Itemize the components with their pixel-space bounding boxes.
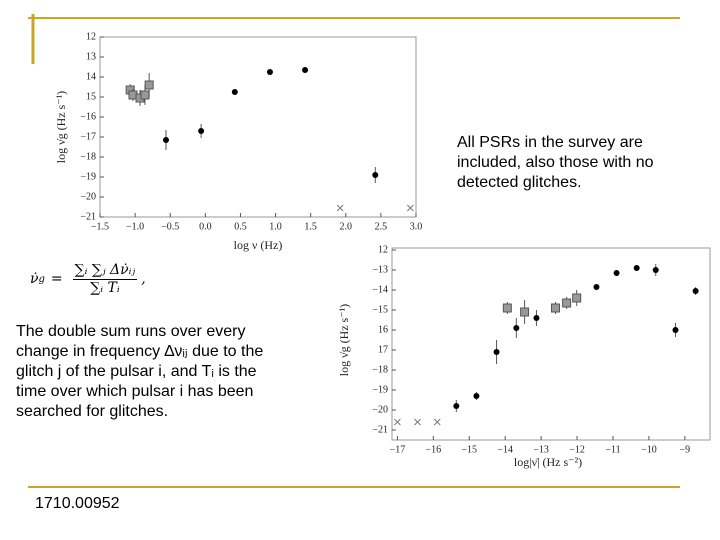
y-tick-label: −20: [372, 404, 388, 415]
y-tick-label: −21: [80, 211, 96, 222]
y-tick-label: −21: [372, 424, 388, 435]
y-tick-label: −19: [80, 171, 96, 182]
point: [613, 270, 620, 276]
y-tick-label: 15: [86, 91, 96, 102]
point: [633, 265, 640, 271]
x-tick-label: −10: [641, 444, 657, 455]
point: [502, 303, 512, 313]
x-tick-label: −11: [605, 444, 620, 455]
x-tick-label: −14: [497, 444, 513, 455]
x-tick-label: 1.5: [304, 221, 317, 232]
y-tick-label: −13: [372, 264, 388, 275]
point: [493, 349, 500, 355]
point: [144, 80, 154, 90]
point: [652, 267, 659, 273]
note: All PSRs in the survey are included, als…: [457, 134, 654, 191]
y-tick-label: 14: [86, 71, 96, 82]
x-tick-label: −1.0: [126, 221, 144, 232]
point: [593, 284, 600, 290]
point: [394, 418, 401, 426]
formula-lhs-sub: g: [38, 273, 45, 285]
x-tick-label: 1.0: [269, 221, 282, 232]
x-tick-label: −17: [390, 444, 406, 455]
x-tick-label: −12: [569, 444, 585, 455]
formula-lhs: ν̇: [30, 271, 39, 287]
point: [336, 204, 344, 212]
point: [533, 315, 540, 321]
y-tick-label: −18: [372, 364, 388, 375]
formula-end: ,: [141, 271, 146, 287]
point: [692, 288, 699, 294]
x-tick-label: −9: [680, 444, 691, 455]
y-tick-label: −19: [372, 384, 388, 395]
y-tick-label: 12: [86, 31, 96, 42]
formula-eq: =: [50, 271, 63, 287]
x-tick-label: −15: [461, 444, 477, 455]
point: [302, 67, 309, 73]
point: [372, 172, 379, 178]
x-tick-label: −16: [426, 444, 442, 455]
formula: ν̇ g = ∑ᵢ ∑ⱼ Δν̇ᵢⱼ ∑ᵢ Tᵢ ,: [30, 262, 146, 296]
x-axis-label: log ν (Hz): [234, 238, 283, 252]
y-tick-label: 12: [378, 244, 388, 255]
fraction: ∑ᵢ ∑ⱼ Δν̇ᵢⱼ ∑ᵢ Tᵢ: [72, 262, 138, 296]
x-tick-label: 2.5: [375, 221, 388, 232]
numerator: ∑ᵢ ∑ⱼ Δν̇ᵢⱼ: [72, 262, 138, 280]
x-tick-label: 0.5: [234, 221, 247, 232]
point: [672, 327, 679, 333]
point: [453, 403, 460, 409]
x-tick-label: −13: [533, 444, 549, 455]
y-tick-label: −20: [80, 191, 96, 202]
point: [266, 69, 273, 75]
y-tick-label: −17: [80, 131, 96, 142]
point: [572, 293, 582, 303]
y-axis-label: log ν̇g (Hz s⁻¹): [337, 304, 351, 376]
x-tick-label: 2.0: [340, 221, 353, 232]
point: [520, 307, 530, 317]
y-tick-label: −15: [372, 304, 388, 315]
y-tick-label: −14: [372, 284, 388, 295]
y-tick-label: 17: [378, 344, 388, 355]
x-tick-label: 0.0: [199, 221, 212, 232]
x-axis-label: log|ν̇| (Hz s⁻²): [514, 455, 582, 469]
plot-frame: [391, 247, 711, 441]
point: [550, 303, 560, 313]
point: [407, 204, 414, 212]
x-tick-label: 3.0: [410, 221, 423, 232]
y-tick-label: 16: [378, 324, 388, 335]
point: [198, 128, 205, 134]
x-tick-label: −1.5: [91, 221, 109, 232]
point: [513, 325, 520, 331]
point: [231, 89, 238, 95]
y-tick-label: −16: [80, 111, 96, 122]
y-tick-label: 13: [86, 51, 96, 62]
point: [140, 90, 150, 100]
y-axis-label: log ν̇g (Hz s⁻¹): [54, 91, 68, 163]
point: [562, 298, 572, 308]
point: [433, 418, 441, 426]
footer: 1710.00952: [35, 495, 120, 512]
y-tick-label: −18: [80, 151, 96, 162]
description: The double sum runs over every change in…: [16, 323, 264, 420]
plot-frame: [99, 36, 417, 218]
point: [163, 137, 170, 143]
point: [473, 393, 480, 399]
point: [414, 418, 421, 426]
x-tick-label: −0.5: [161, 221, 179, 232]
denominator: ∑ᵢ Tᵢ: [90, 280, 120, 296]
